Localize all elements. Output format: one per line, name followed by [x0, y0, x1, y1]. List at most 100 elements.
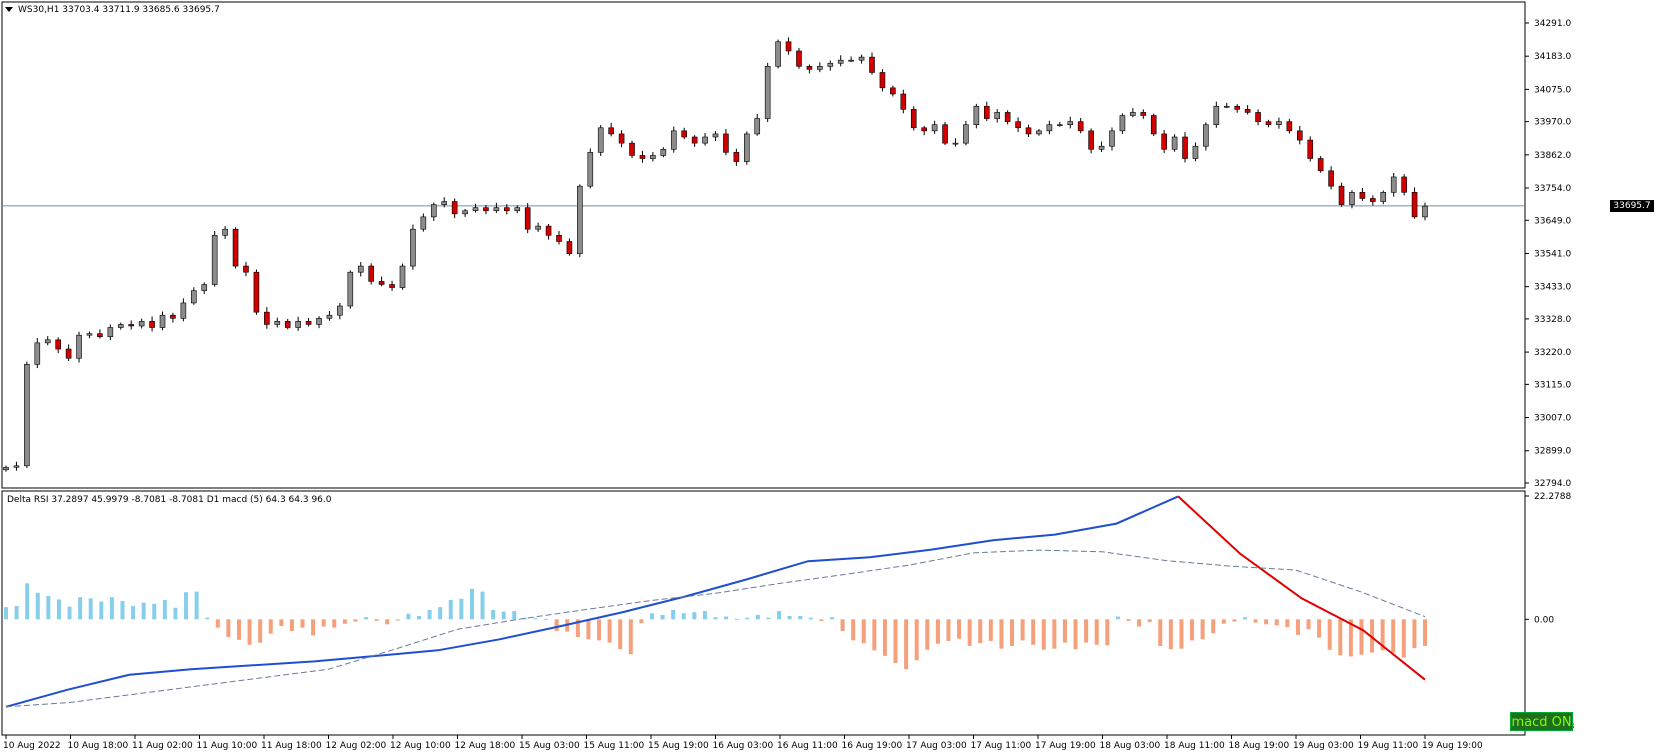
candle-body [1234, 105, 1240, 110]
candle-body [1140, 112, 1147, 116]
candle-body [514, 207, 521, 212]
histogram-bar [184, 592, 189, 620]
candle-body [702, 136, 708, 144]
histogram-bar [1052, 619, 1057, 649]
histogram-bar [787, 616, 792, 620]
histogram-bar [724, 616, 729, 620]
candle-body [754, 118, 761, 135]
current-price-label: 33695.7 [1610, 199, 1654, 212]
histogram-bar [469, 588, 474, 620]
candle-body [222, 228, 228, 236]
candle-body [597, 127, 604, 153]
histogram-bar [342, 619, 347, 624]
candle-body [973, 105, 980, 126]
histogram-bar [236, 619, 241, 640]
candle-body [243, 265, 249, 273]
histogram-bar [554, 619, 559, 631]
histogram-bar [35, 592, 40, 620]
macd-toggle-button[interactable]: macd ON [1510, 712, 1573, 731]
candle-body [389, 284, 395, 288]
candle-body [775, 41, 781, 67]
candle-body [55, 339, 61, 350]
histogram-bar [131, 606, 136, 620]
histogram-bar [1285, 619, 1290, 628]
histogram-bar [967, 619, 972, 646]
candle-body [1161, 133, 1167, 150]
candle-body [149, 321, 155, 328]
candle-body [650, 155, 656, 159]
histogram-bar [311, 619, 316, 636]
candle-body [764, 66, 771, 119]
histogram-bar [639, 619, 644, 624]
histogram-bar [1137, 619, 1142, 627]
histogram-bar [1306, 619, 1311, 630]
candle-body [545, 225, 552, 236]
candle-body [608, 127, 614, 135]
candle-body [890, 87, 896, 95]
indicator-info: Delta RSI 37.2897 45.9979 -8.7081 -8.708… [7, 495, 332, 505]
histogram-bar [957, 619, 962, 639]
histogram-bar [459, 598, 464, 620]
histogram-bar [978, 619, 983, 644]
histogram-bar [1147, 619, 1152, 623]
histogram-bar [226, 619, 231, 638]
candle-body [399, 265, 406, 288]
candle-body [900, 93, 907, 110]
histogram-bar [1115, 616, 1120, 620]
histogram-bar [141, 602, 146, 620]
candle-body [1004, 112, 1011, 122]
candle-body [1046, 124, 1053, 132]
candle-body [483, 207, 489, 212]
histogram-bar [702, 611, 707, 620]
time-tick-label: 18 Aug 19:00 [1229, 741, 1290, 751]
histogram-bar [353, 619, 358, 622]
price-tick-label: 33328.0 [1534, 315, 1571, 325]
candle-body [983, 105, 990, 119]
histogram-bar [120, 601, 125, 620]
histogram-bar [1211, 619, 1216, 634]
candle-body [34, 342, 41, 365]
histogram-bar [1295, 619, 1300, 635]
histogram-bar [1338, 619, 1343, 656]
candle-body [1057, 124, 1063, 127]
histogram-bar [745, 617, 750, 620]
price-tick-label: 34183.0 [1534, 52, 1571, 62]
candle-body [1265, 121, 1272, 126]
candle-body [1401, 176, 1407, 193]
candle-body [326, 314, 333, 319]
candle-body [691, 136, 698, 144]
time-tick-label: 12 Aug 10:00 [390, 741, 451, 751]
candle-body [1130, 112, 1136, 116]
histogram-bar [544, 618, 549, 620]
time-tick-label: 11 Aug 10:00 [197, 741, 258, 751]
histogram-bar [829, 617, 834, 620]
histogram-bar [1105, 619, 1110, 646]
histogram-bar [1073, 619, 1078, 650]
histogram-bar [755, 614, 760, 620]
histogram-bar [152, 603, 157, 620]
price-tick-label: 33754.0 [1534, 184, 1571, 194]
histogram-bar [46, 596, 51, 620]
candle-body [1286, 121, 1293, 132]
candle-body [357, 265, 364, 273]
candle-body [97, 333, 103, 338]
histogram-bar [512, 611, 517, 620]
candle-body [848, 59, 854, 62]
histogram-bar [364, 617, 369, 620]
histogram-bar [289, 619, 294, 631]
candle-body [191, 290, 197, 304]
candle-body [504, 207, 510, 212]
candle-body [44, 339, 51, 344]
histogram-bar [1401, 619, 1406, 658]
histogram-bar [501, 611, 506, 620]
candle-body [180, 302, 187, 319]
histogram-bar [628, 619, 633, 655]
candle-body [420, 216, 427, 230]
histogram-bar [1370, 619, 1375, 653]
histogram-bar [808, 617, 813, 620]
candle-body [493, 207, 500, 212]
main-chart-frame [1, 1, 1526, 489]
time-tick-label: 15 Aug 19:00 [648, 741, 709, 751]
collapse-triangle-icon[interactable] [5, 7, 13, 12]
